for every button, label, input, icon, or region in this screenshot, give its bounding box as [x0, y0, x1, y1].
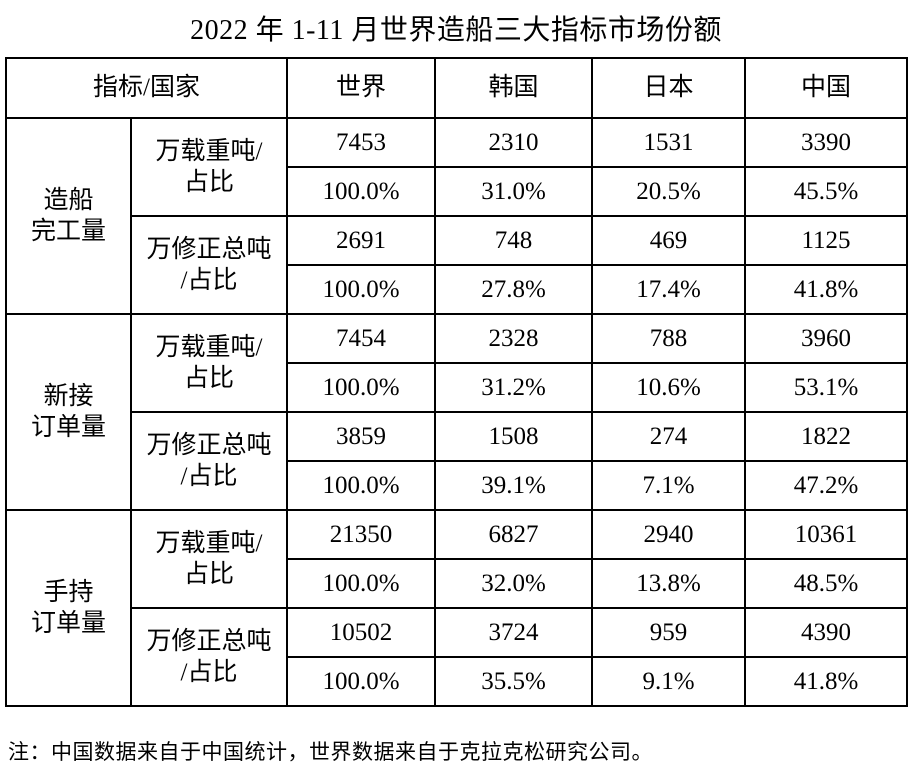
- share-cell: 20.5%: [591, 166, 747, 217]
- value-cell: 959: [591, 607, 747, 658]
- group-label-line: 造船: [43, 186, 94, 214]
- unit-label-line: /占比: [180, 659, 238, 686]
- share-cell: 45.5%: [744, 166, 909, 217]
- table-row: 万修正总吨 /占比 10502 3724 959 4390: [6, 607, 909, 707]
- value-cell: 1125: [744, 215, 909, 266]
- share-cell: 100.0%: [286, 264, 437, 315]
- unit-label-dwt: 万载重吨/ 占比: [129, 117, 289, 217]
- col-header-china: 中国: [744, 57, 909, 119]
- share-cell: 41.8%: [744, 656, 909, 707]
- share-cell: 13.8%: [591, 558, 747, 609]
- table-row: 造船 完工量 万载重吨/ 占比 7453 2310 1531 3390: [5, 117, 909, 315]
- share-cell: 100.0%: [286, 362, 437, 413]
- group-label-line: 订单量: [30, 610, 106, 637]
- value-cell: 788: [591, 313, 747, 364]
- share-cell: 53.1%: [744, 362, 909, 413]
- group-label-line: 手持: [43, 578, 94, 606]
- col-header-indicator-country: 指标/国家: [4, 57, 289, 119]
- share-cell: 100.0%: [286, 166, 437, 217]
- table-row: 100.0% 27.8% 17.4% 41.8%: [6, 264, 909, 315]
- unit-label-dwt: 万载重吨/ 占比: [129, 509, 289, 609]
- share-cell: 48.5%: [744, 558, 909, 609]
- value-cell: 274: [591, 411, 747, 462]
- group-label-order-backlog: 手持 订单量: [5, 509, 132, 707]
- group-label-completions: 造船 完工量: [5, 117, 132, 315]
- table-row: 100.0% 31.0% 20.5% 45.5%: [6, 166, 909, 217]
- unit-label-line: 万载重吨/: [155, 137, 263, 165]
- value-cell: 1822: [744, 411, 909, 462]
- unit-label-dwt: 万载重吨/ 占比: [129, 313, 289, 413]
- unit-label-cgt: 万修正总吨 /占比: [129, 607, 289, 707]
- value-cell: 4390: [744, 607, 909, 658]
- value-cell: 2940: [591, 509, 747, 560]
- value-cell: 1508: [434, 411, 594, 462]
- table-row: 新接 订单量 万载重吨/ 占比 7454 2328 788 3960: [5, 313, 909, 511]
- table-row: 万修正总吨 /占比 3859 1508 274 1822: [6, 411, 909, 511]
- unit-label-line: 万修正总吨: [146, 431, 272, 459]
- unit-label-line: /占比: [180, 463, 238, 490]
- value-cell: 2310: [434, 117, 594, 168]
- value-cell: 3390: [744, 117, 909, 168]
- group-label-line: 新接: [43, 382, 94, 410]
- value-cell: 10361: [744, 509, 909, 560]
- value-cell: 3859: [286, 411, 437, 462]
- value-cell: 3724: [434, 607, 594, 658]
- group-label-new-orders: 新接 订单量: [5, 313, 132, 511]
- share-cell: 27.8%: [434, 264, 594, 315]
- unit-label-line: 万载重吨/: [155, 333, 263, 361]
- share-cell: 9.1%: [591, 656, 747, 707]
- share-cell: 100.0%: [286, 656, 437, 707]
- table-row: 100.0% 31.2% 10.6% 53.1%: [6, 362, 909, 413]
- col-header-korea: 韩国: [434, 57, 594, 119]
- share-cell: 31.2%: [434, 362, 594, 413]
- table-row: 100.0% 32.0% 13.8% 48.5%: [6, 558, 909, 609]
- value-cell: 6827: [434, 509, 594, 560]
- share-cell: 100.0%: [286, 460, 437, 511]
- share-cell: 7.1%: [591, 460, 747, 511]
- share-cell: 47.2%: [744, 460, 909, 511]
- col-header-japan: 日本: [591, 57, 747, 119]
- value-cell: 748: [434, 215, 594, 266]
- unit-label-line: /占比: [180, 267, 238, 294]
- unit-label-line: 万修正总吨: [146, 627, 272, 655]
- unit-label-line: 占比: [184, 561, 235, 588]
- value-cell: 7453: [286, 117, 437, 168]
- col-header-world: 世界: [286, 57, 437, 119]
- unit-label-cgt: 万修正总吨 /占比: [129, 215, 289, 315]
- group-label-line: 订单量: [30, 414, 106, 441]
- header-row: 指标/国家 世界 韩国 日本 中国: [4, 57, 909, 119]
- share-cell: 100.0%: [286, 558, 437, 609]
- page-title: 2022 年 1-11 月世界造船三大指标市场份额: [190, 15, 722, 46]
- share-cell: 39.1%: [434, 460, 594, 511]
- value-cell: 10502: [286, 607, 437, 658]
- unit-label-line: 占比: [184, 169, 235, 196]
- share-cell: 31.0%: [434, 166, 594, 217]
- value-cell: 2691: [286, 215, 437, 266]
- table-row: 万修正总吨 /占比 2691 748 469 1125: [6, 215, 909, 315]
- unit-label-line: 万修正总吨: [146, 235, 272, 263]
- group-label-line: 完工量: [30, 218, 106, 245]
- share-cell: 32.0%: [434, 558, 594, 609]
- value-cell: 21350: [286, 509, 437, 560]
- share-cell: 10.6%: [591, 362, 747, 413]
- share-cell: 41.8%: [744, 264, 909, 315]
- unit-label-line: 万载重吨/: [155, 529, 263, 557]
- shipbuilding-indicators-table: 指标/国家 世界 韩国 日本 中国 造船 完工量 万载重吨/ 占比 7453 2…: [4, 57, 909, 707]
- value-cell: 3960: [744, 313, 909, 364]
- share-cell: 17.4%: [591, 264, 747, 315]
- table-row: 手持 订单量 万载重吨/ 占比 21350 6827 2940 10361: [5, 509, 909, 707]
- footnote: 注：中国数据来自于中国统计，世界数据来自于克拉克松研究公司。: [8, 740, 653, 764]
- value-cell: 469: [591, 215, 747, 266]
- value-cell: 1531: [591, 117, 747, 168]
- unit-label-cgt: 万修正总吨 /占比: [129, 411, 289, 511]
- table-row: 100.0% 39.1% 7.1% 47.2%: [6, 460, 909, 511]
- share-cell: 35.5%: [434, 656, 594, 707]
- value-cell: 2328: [434, 313, 594, 364]
- table-row: 100.0% 35.5% 9.1% 41.8%: [6, 656, 909, 707]
- value-cell: 7454: [286, 313, 437, 364]
- unit-label-line: 占比: [184, 365, 235, 392]
